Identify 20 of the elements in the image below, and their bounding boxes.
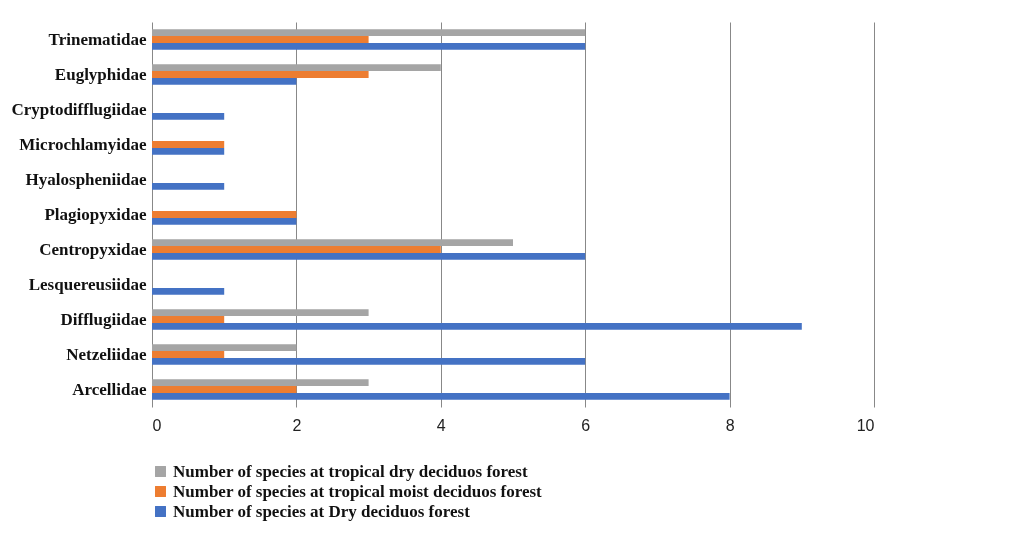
x-tick-label: 10 (856, 416, 875, 434)
y-tick-label: Centropyxidae (39, 239, 147, 259)
legend-label: Number of species at tropical dry deciduos forest (173, 461, 528, 481)
x-tick-label: 0 (152, 416, 162, 434)
y-tick-label: Difflugiidae (60, 309, 147, 329)
y-tick-label: Euglyphidae (54, 64, 147, 84)
y-tick-label: Microchlamyidae (19, 134, 147, 154)
x-tick-label: 4 (436, 416, 446, 434)
y-tick-label: Netzeliidae (66, 344, 147, 364)
x-tick-label: 8 (725, 416, 735, 434)
y-tick-label: Lesquereusiidae (28, 274, 147, 294)
legend-label: Number of species at tropical moist deciduos forest (173, 481, 543, 501)
y-tick-label: Hyalospheniidae (25, 169, 147, 189)
legend-label: Number of species at Dry deciduos forest (173, 501, 471, 521)
y-tick-label: Plagiopyxidae (44, 204, 147, 224)
y-tick-label: Trinematidae (48, 29, 147, 49)
y-tick-label: Cryptodifflugiidae (11, 99, 147, 119)
x-tick-label: 6 (581, 416, 591, 434)
y-tick-label: Arcellidae (72, 379, 147, 399)
x-tick-label: 2 (292, 416, 302, 434)
